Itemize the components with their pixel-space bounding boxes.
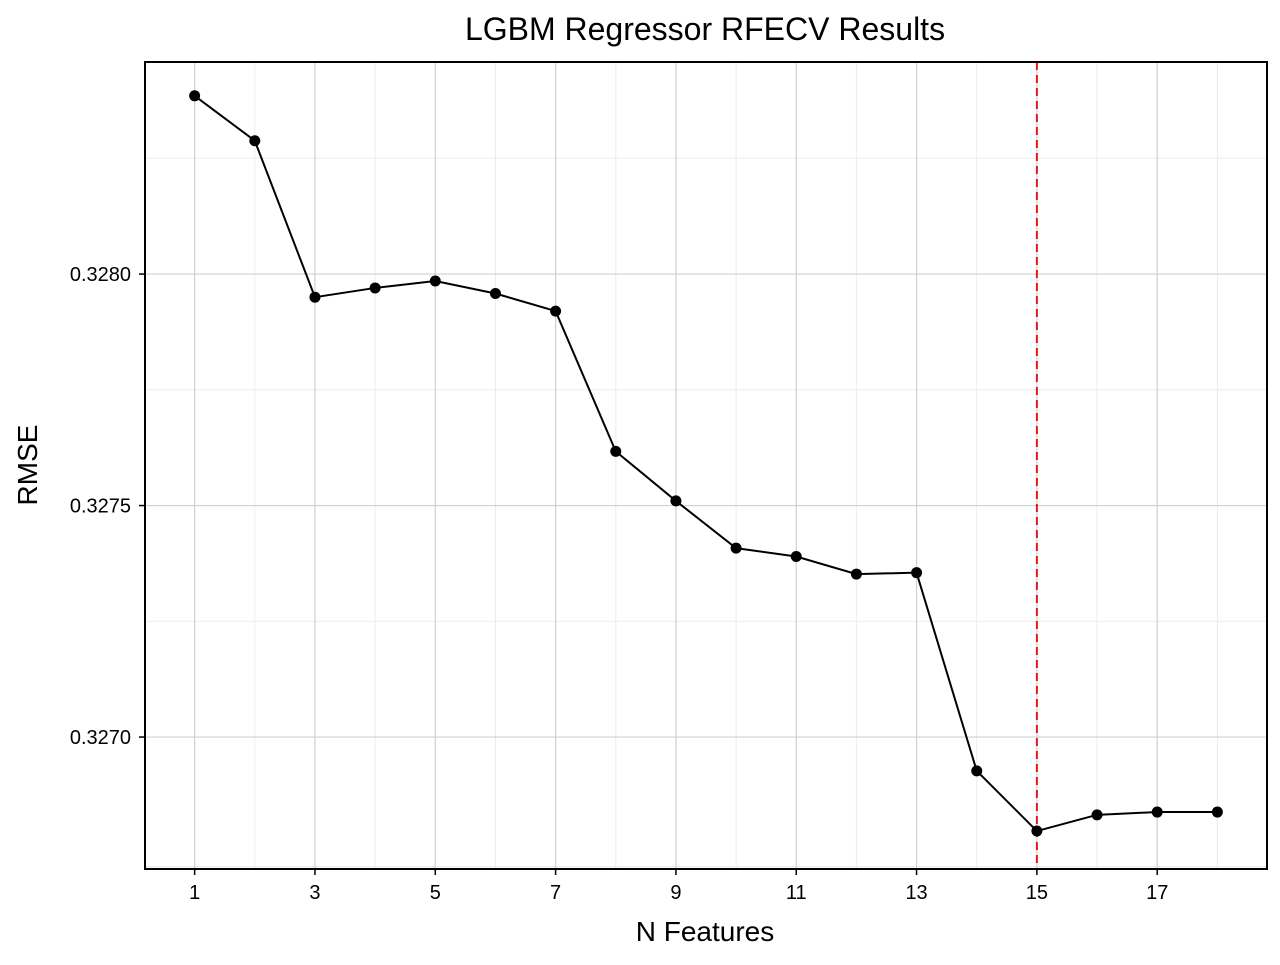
minor-gridlines <box>145 62 1267 869</box>
x-tick-label: 7 <box>550 882 561 904</box>
x-tick-label: 1 <box>189 882 200 904</box>
x-axis-ticks: 1 3 5 7 9 11 13 15 17 <box>189 869 1168 904</box>
data-point <box>309 291 321 303</box>
data-point <box>1151 806 1163 818</box>
data-point <box>911 567 923 579</box>
data-point <box>670 495 682 507</box>
data-point <box>429 275 441 287</box>
data-point <box>610 445 622 457</box>
y-tick-label: 0.3275 <box>70 496 131 518</box>
data-point <box>790 550 802 562</box>
chart-title: LGBM Regressor RFECV Results <box>465 11 945 47</box>
major-gridlines <box>145 62 1267 869</box>
data-point <box>369 282 381 294</box>
y-tick-label: 0.3280 <box>70 264 131 286</box>
plot-frame <box>144 61 1268 870</box>
data-point <box>1091 809 1103 821</box>
data-point <box>189 90 201 102</box>
x-tick-label: 9 <box>670 882 681 904</box>
data-point <box>730 542 742 554</box>
data-point <box>850 568 862 580</box>
x-tick-label: 3 <box>309 882 320 904</box>
x-tick-label: 17 <box>1146 882 1168 904</box>
x-tick-label: 13 <box>905 882 927 904</box>
y-axis-label: RMSE <box>12 425 43 506</box>
series-line <box>194 94 1218 833</box>
data-point <box>971 765 983 777</box>
y-axis-ticks: 0.3270 0.3275 0.3280 <box>70 264 145 749</box>
y-tick-label: 0.3270 <box>70 727 131 749</box>
data-point <box>489 287 501 299</box>
data-point <box>1031 825 1043 837</box>
x-tick-label: 5 <box>430 882 441 904</box>
x-tick-label: 15 <box>1026 882 1048 904</box>
x-tick-label: 11 <box>786 882 807 904</box>
data-point <box>249 135 261 147</box>
x-axis-label: N Features <box>636 916 775 947</box>
series-layer <box>189 90 1223 837</box>
data-point <box>550 305 562 317</box>
data-point <box>1211 806 1223 818</box>
